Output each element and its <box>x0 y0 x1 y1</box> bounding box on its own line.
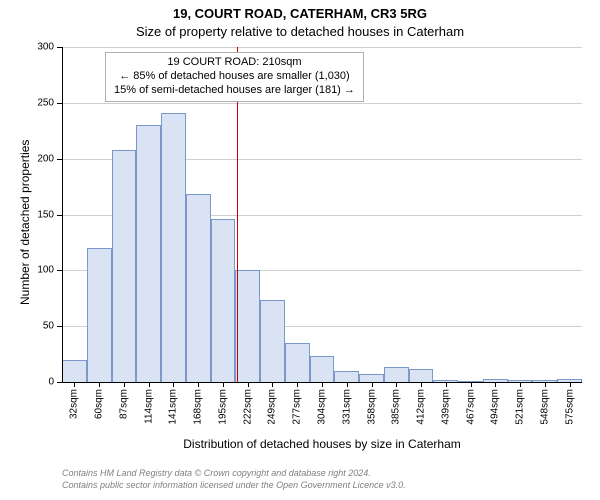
y-tick-label: 300 <box>22 42 54 53</box>
x-tick-label: 385sqm <box>391 389 402 425</box>
bar <box>211 219 236 382</box>
address-title: 19, COURT ROAD, CATERHAM, CR3 5RG <box>0 6 600 21</box>
x-tick-label: 195sqm <box>217 389 228 425</box>
x-tick-label: 277sqm <box>292 389 303 425</box>
bar <box>409 369 434 382</box>
x-tick-label: 548sqm <box>539 389 550 425</box>
x-tick-label: 32sqm <box>69 389 80 419</box>
x-tick-label: 168sqm <box>193 389 204 425</box>
annotation-line-1: 19 COURT ROAD: 210sqm <box>114 56 355 70</box>
annotation-line-3: 15% of semi-detached houses are larger (… <box>114 84 355 98</box>
x-axis-label: Distribution of detached houses by size … <box>62 437 582 451</box>
bar <box>112 150 137 382</box>
x-tick-label: 331sqm <box>341 389 352 425</box>
gridline <box>62 47 582 48</box>
y-tick-label: 0 <box>22 377 54 388</box>
bar <box>334 371 359 382</box>
bar <box>161 113 186 382</box>
x-tick-label: 439sqm <box>440 389 451 425</box>
x-tick-label: 467sqm <box>465 389 476 425</box>
x-tick-label: 304sqm <box>317 389 328 425</box>
subtitle: Size of property relative to detached ho… <box>0 24 600 39</box>
x-tick-label: 87sqm <box>118 389 129 419</box>
y-axis-label: Number of detached properties <box>18 140 32 305</box>
bar <box>87 248 112 382</box>
x-tick-label: 494sqm <box>490 389 501 425</box>
bar <box>235 270 260 382</box>
bar <box>384 367 409 382</box>
bar <box>186 194 211 382</box>
bar <box>359 374 384 382</box>
caption-line-1: Contains HM Land Registry data © Crown c… <box>62 468 371 478</box>
y-tick-label: 250 <box>22 97 54 108</box>
y-tick-label: 50 <box>22 321 54 332</box>
gridline <box>62 103 582 104</box>
x-tick-label: 521sqm <box>515 389 526 425</box>
annotation-box: 19 COURT ROAD: 210sqm ← 85% of detached … <box>105 52 364 102</box>
bar <box>260 300 285 382</box>
x-tick-label: 358sqm <box>366 389 377 425</box>
x-tick-label: 141sqm <box>168 389 179 425</box>
x-tick-label: 222sqm <box>242 389 253 425</box>
y-axis-line <box>62 47 63 382</box>
bar <box>62 360 87 382</box>
x-tick-label: 412sqm <box>416 389 427 425</box>
bar <box>285 343 310 382</box>
annotation-line-2: ← 85% of detached houses are smaller (1,… <box>114 70 355 84</box>
caption-line-2: Contains public sector information licen… <box>62 480 406 490</box>
x-tick-label: 575sqm <box>564 389 575 425</box>
bar <box>136 125 161 382</box>
x-tick-label: 114sqm <box>143 389 154 424</box>
x-tick-label: 249sqm <box>267 389 278 425</box>
x-tick-label: 60sqm <box>94 389 105 419</box>
bar <box>310 356 335 382</box>
x-axis-line <box>62 382 582 383</box>
